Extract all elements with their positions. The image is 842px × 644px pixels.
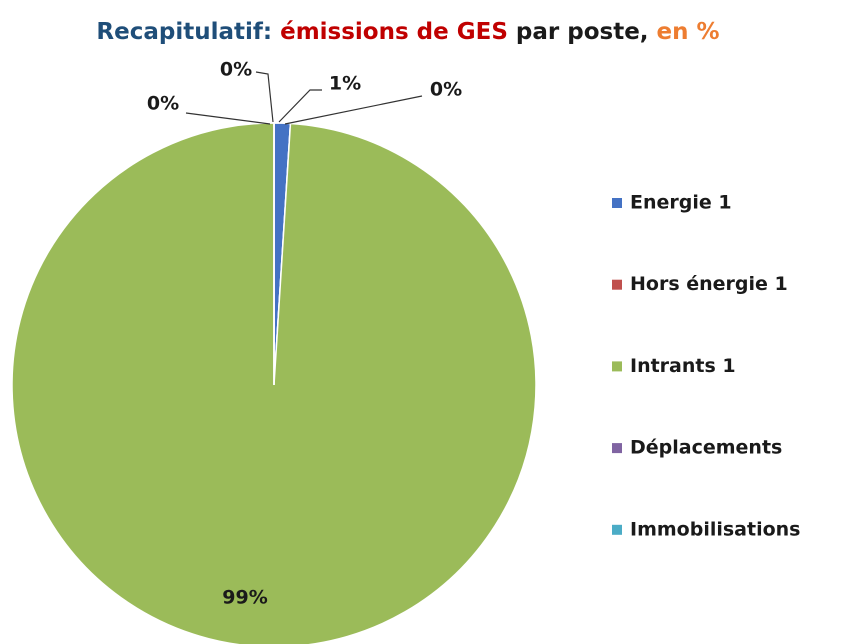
data-label: 0% bbox=[147, 93, 179, 115]
legend-swatch bbox=[612, 361, 622, 372]
legend-swatch bbox=[612, 443, 622, 454]
data-label: 0% bbox=[430, 79, 462, 101]
pie-slice bbox=[11, 122, 537, 644]
legend-label: Intrants 1 bbox=[630, 355, 736, 377]
leader-line bbox=[278, 89, 322, 123]
legend-swatch bbox=[612, 198, 622, 208]
legend-label: Immobilisations bbox=[630, 518, 800, 540]
leader-line bbox=[255, 71, 274, 123]
data-label: 99% bbox=[222, 587, 267, 609]
title-part: par poste, bbox=[508, 19, 657, 45]
data-label: 1% bbox=[329, 73, 361, 95]
leader-line bbox=[284, 95, 423, 125]
title-part: en % bbox=[657, 19, 720, 45]
legend-label: Hors énergie 1 bbox=[630, 273, 788, 295]
chart-title: Recapitulatif: émissions de GES par post… bbox=[96, 19, 719, 45]
legend-swatch bbox=[612, 279, 622, 290]
legend-swatch bbox=[612, 524, 622, 535]
title-part: émissions de GES bbox=[280, 19, 508, 45]
legend-label: Energie 1 bbox=[630, 192, 732, 214]
leader-line bbox=[185, 112, 271, 125]
title-part: Recapitulatif: bbox=[96, 19, 280, 45]
legend-label: Déplacements bbox=[630, 437, 782, 459]
data-label: 0% bbox=[220, 59, 252, 81]
